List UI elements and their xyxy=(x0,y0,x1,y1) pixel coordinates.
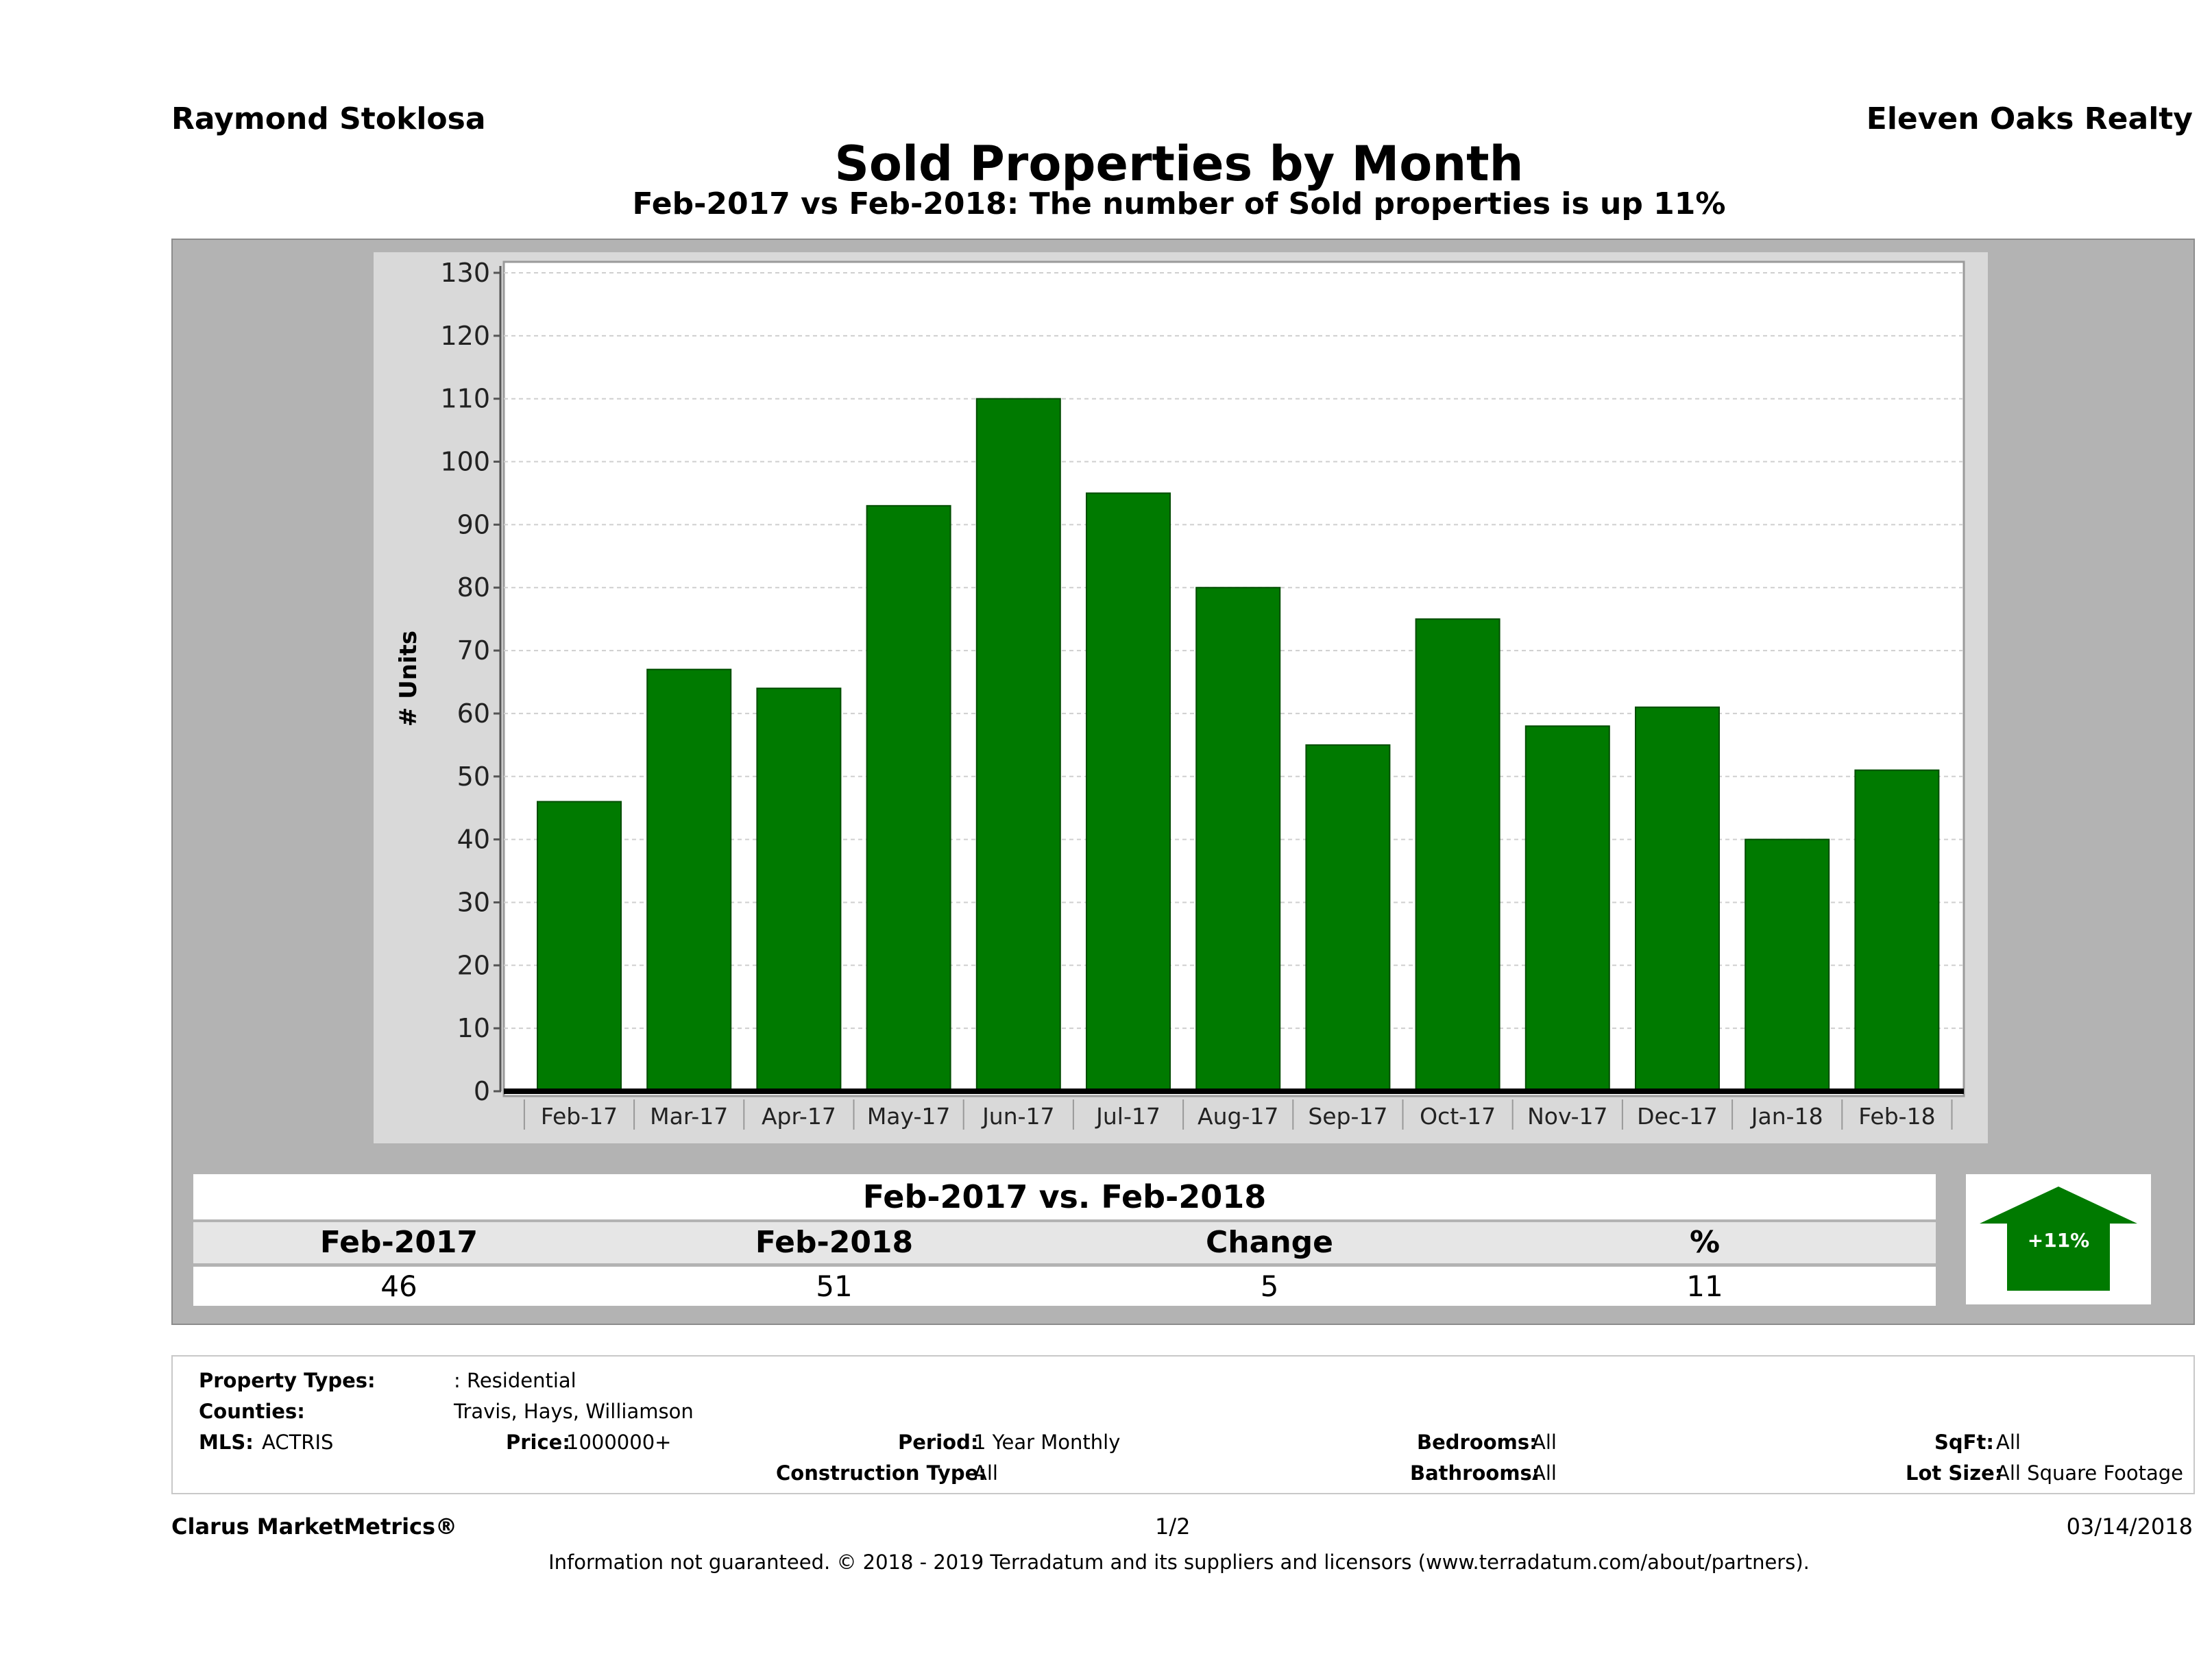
y-tick-label: 20 xyxy=(457,950,490,980)
bar-jun-17 xyxy=(975,398,1061,1092)
bar-mar-17 xyxy=(646,668,732,1092)
period-value: 1 Year Monthly xyxy=(973,1431,1121,1454)
y-tick-label: 80 xyxy=(457,572,490,603)
x-axis-labels: Feb-17 Mar-17 Apr-17 May-17 Jun-17 Jul-17 Aug-… xyxy=(523,1099,1953,1130)
x-tick-label: Aug-17 xyxy=(1198,1103,1278,1130)
x-tick-label: Nov-17 xyxy=(1527,1103,1607,1130)
sqft-label: SqFt: xyxy=(1934,1431,1994,1454)
change-badge-label: +11% xyxy=(2028,1229,2089,1252)
y-tick-label: 0 xyxy=(474,1076,490,1106)
bar-oct-17 xyxy=(1415,618,1500,1092)
price-value: 1000000+ xyxy=(566,1431,672,1454)
bar-dec-17 xyxy=(1635,706,1720,1092)
report-date: 03/14/2018 xyxy=(2066,1513,2193,1540)
summary-title: Feb-2017 vs. Feb-2018 xyxy=(193,1174,1936,1219)
value-feb-2018: 51 xyxy=(816,1269,853,1303)
y-axis-ticks: 0 10 20 30 40 50 60 70 80 90 100 110 120 130 xyxy=(440,258,501,1106)
bar-jul-17 xyxy=(1086,492,1171,1092)
y-tick-label: 120 xyxy=(440,321,490,351)
construction-type-label: Construction Type: xyxy=(776,1461,986,1485)
y-tick-label: 130 xyxy=(440,258,490,288)
price-label: Price: xyxy=(506,1431,570,1454)
construction-type-value: All xyxy=(973,1461,998,1485)
property-types-label: Property Types: xyxy=(199,1369,376,1392)
y-axis-title: # Units xyxy=(395,631,422,727)
grid-lines xyxy=(504,272,1964,1030)
x-tick-label: May-17 xyxy=(867,1103,951,1130)
y-tick-label: 90 xyxy=(457,509,490,539)
y-tick-label: 60 xyxy=(457,698,490,729)
x-tick-label: Jul-17 xyxy=(1095,1103,1160,1130)
company-name: Eleven Oaks Realty xyxy=(1866,101,2193,136)
filter-info-panel: Property Types: : Residential Counties: … xyxy=(171,1355,2195,1494)
bar-sep-17 xyxy=(1305,744,1391,1092)
bathrooms-label: Bathrooms: xyxy=(1410,1461,1540,1485)
period-label: Period: xyxy=(898,1431,979,1454)
change-badge: +11% xyxy=(1966,1174,2151,1304)
x-tick-label: Feb-18 xyxy=(1858,1103,1935,1130)
value-percent: 11 xyxy=(1686,1269,1723,1303)
chart-title: Sold Properties by Month xyxy=(834,136,1524,192)
mls-value: ACTRIS xyxy=(262,1431,334,1454)
bar-aug-17 xyxy=(1195,587,1281,1092)
counties-label: Counties: xyxy=(199,1400,305,1423)
summary-values-row: 46 51 5 11 xyxy=(193,1267,1936,1306)
bar-jan-18 xyxy=(1745,838,1830,1092)
lot-size-value: All Square Footage xyxy=(1996,1461,2184,1485)
x-tick-label: Jan-18 xyxy=(1750,1103,1823,1130)
x-tick-label: Dec-17 xyxy=(1637,1103,1718,1130)
property-types-value: : Residential xyxy=(454,1369,576,1392)
bedrooms-value: All xyxy=(1532,1431,1557,1454)
header-percent: % xyxy=(1689,1225,1721,1260)
y-tick-label: 110 xyxy=(440,384,490,414)
page-number: 1/2 xyxy=(1155,1513,1191,1540)
header-feb-2017: Feb-2017 xyxy=(319,1225,478,1260)
y-tick-label: 40 xyxy=(457,825,490,855)
bars xyxy=(537,398,1940,1093)
sqft-value: All xyxy=(1996,1431,2021,1454)
y-tick-label: 70 xyxy=(457,635,490,666)
bedrooms-label: Bedrooms: xyxy=(1417,1431,1538,1454)
bar-nov-17 xyxy=(1524,725,1610,1092)
y-tick-label: 10 xyxy=(457,1013,490,1043)
x-tick-label: Sep-17 xyxy=(1308,1103,1387,1130)
brand-label: Clarus MarketMetrics® xyxy=(171,1513,458,1540)
bar-chart: 0 10 20 30 40 50 60 70 80 90 100 110 120 130 Feb-17 Ma… xyxy=(395,258,1965,1130)
value-feb-2017: 46 xyxy=(380,1269,417,1303)
chart-subtitle: Feb-2017 vs Feb-2018: The number of Sold… xyxy=(632,186,1726,221)
bar-feb-18 xyxy=(1854,769,1940,1092)
y-tick-label: 100 xyxy=(440,447,490,477)
bar-apr-17 xyxy=(756,688,842,1092)
x-tick-label: Mar-17 xyxy=(650,1103,728,1130)
up-arrow-icon: +11% xyxy=(1980,1187,2137,1291)
agent-name: Raymond Stoklosa xyxy=(171,101,486,136)
x-tick-label: Apr-17 xyxy=(762,1103,836,1130)
counties-value: Travis, Hays, Williamson xyxy=(454,1400,694,1423)
bathrooms-value: All xyxy=(1532,1461,1557,1485)
lot-size-label: Lot Size: xyxy=(1906,1461,2003,1485)
x-tick-label: Feb-17 xyxy=(541,1103,618,1130)
header-feb-2018: Feb-2018 xyxy=(755,1225,914,1260)
y-tick-label: 50 xyxy=(457,762,490,792)
y-tick-label: 30 xyxy=(457,887,490,917)
x-tick-label: Oct-17 xyxy=(1420,1103,1496,1130)
bar-may-17 xyxy=(866,504,951,1093)
disclaimer: Information not guaranteed. © 2018 - 201… xyxy=(548,1551,1810,1574)
value-change: 5 xyxy=(1260,1269,1279,1303)
summary-header-row: Feb-2017 Feb-2018 Change % xyxy=(193,1222,1936,1263)
x-tick-label: Jun-17 xyxy=(981,1103,1054,1130)
header-change: Change xyxy=(1206,1225,1333,1260)
mls-label: MLS: xyxy=(199,1431,254,1454)
bar-feb-17 xyxy=(537,801,622,1092)
